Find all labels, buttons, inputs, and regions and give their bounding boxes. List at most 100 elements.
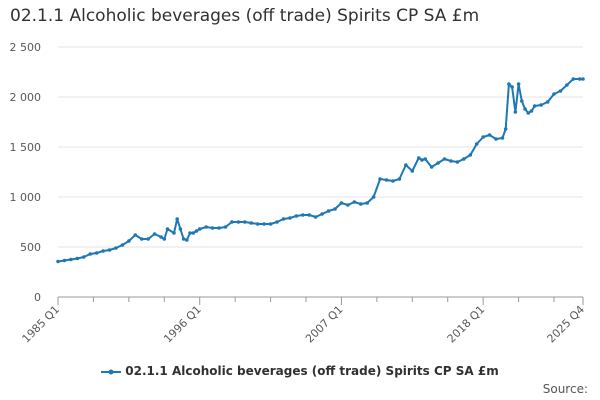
data-point <box>223 225 228 229</box>
data-point <box>539 103 543 107</box>
data-point <box>487 133 492 137</box>
data-point <box>178 227 183 231</box>
data-point <box>410 169 415 173</box>
data-point <box>378 177 382 181</box>
data-point <box>339 201 344 205</box>
data-point <box>577 77 582 81</box>
data-point <box>371 195 376 199</box>
data-point <box>510 85 514 89</box>
legend[interactable]: 02.1.1 Alcoholic beverages (off trade) S… <box>0 364 600 378</box>
data-point <box>346 203 350 207</box>
data-point <box>175 217 179 221</box>
data-point <box>294 214 299 218</box>
series-line-group <box>56 77 585 264</box>
data-point <box>358 202 363 206</box>
data-point <box>481 135 485 139</box>
data-point <box>565 83 569 87</box>
data-point <box>391 179 395 183</box>
data-point <box>494 137 498 141</box>
data-point <box>526 111 531 115</box>
data-point <box>204 225 208 229</box>
data-point <box>139 237 144 241</box>
series-line <box>57 78 583 263</box>
data-point <box>449 159 453 163</box>
data-point <box>436 161 440 165</box>
x-tick-label: 2018 Q1 <box>445 303 488 346</box>
y-tick-label: 1 500 <box>10 141 42 154</box>
data-point <box>249 221 254 225</box>
data-point <box>326 209 331 213</box>
data-point <box>516 82 521 86</box>
data-point <box>507 82 511 86</box>
x-tick-label: 1985 Q1 <box>20 303 63 346</box>
data-point <box>94 251 99 255</box>
data-point <box>75 256 80 261</box>
data-point <box>194 229 199 233</box>
source-label: Source: <box>542 382 588 396</box>
data-point <box>552 92 556 96</box>
x-axis: 1985 Q1 1996 Q1 2007 Q1 2018 Q1 2025 Q4 <box>20 296 587 346</box>
data-point <box>416 156 421 160</box>
x-tick-label: 2007 Q1 <box>303 303 346 346</box>
data-point <box>300 213 305 217</box>
data-point <box>333 207 337 211</box>
data-point <box>365 201 370 205</box>
y-tick-label: 2 500 <box>10 41 42 54</box>
data-point <box>468 153 473 157</box>
data-point <box>172 231 176 235</box>
data-point <box>442 157 447 161</box>
x-tick-label: 1996 Q1 <box>161 303 204 346</box>
data-point <box>397 177 402 181</box>
data-point <box>352 200 357 204</box>
data-point <box>185 238 189 242</box>
data-point <box>307 213 312 217</box>
y-tick-label: 0 <box>34 291 41 304</box>
data-point <box>429 165 434 169</box>
data-point <box>236 220 241 224</box>
data-point <box>133 233 138 237</box>
data-point <box>255 222 260 226</box>
data-point <box>162 237 167 241</box>
legend-swatch <box>101 369 122 374</box>
data-point <box>120 243 125 247</box>
data-point <box>313 215 318 219</box>
data-point <box>520 99 524 103</box>
data-point <box>210 226 215 230</box>
data-point <box>423 157 427 161</box>
data-point <box>532 104 537 108</box>
data-point <box>455 160 460 164</box>
data-point <box>404 163 408 167</box>
data-point <box>197 227 202 231</box>
data-point <box>152 232 157 236</box>
y-tick-label: 500 <box>20 241 41 254</box>
gridlines <box>58 46 583 248</box>
data-point <box>288 216 292 220</box>
data-point <box>230 220 234 224</box>
data-point <box>165 227 170 231</box>
data-point <box>191 231 196 235</box>
data-point <box>268 222 273 226</box>
data-point <box>159 235 163 239</box>
data-point <box>243 220 247 224</box>
data-point <box>217 226 221 230</box>
data-point <box>523 107 527 111</box>
data-point <box>114 246 118 250</box>
data-point <box>503 127 508 131</box>
data-point <box>56 259 60 264</box>
data-point <box>107 248 112 252</box>
data-point <box>62 258 67 263</box>
y-tick-label: 2 000 <box>10 91 42 104</box>
y-tick-label: 1 000 <box>10 191 42 204</box>
data-point <box>571 77 576 81</box>
legend-label: 02.1.1 Alcoholic beverages (off trade) S… <box>125 364 499 378</box>
data-point <box>127 239 131 243</box>
y-axis-tick-labels: 0 500 1 000 1 500 2 000 2 500 <box>10 41 42 304</box>
data-point <box>474 142 479 146</box>
data-point <box>581 77 585 81</box>
chart-title: 02.1.1 Alcoholic beverages (off trade) S… <box>10 6 480 26</box>
data-point <box>101 249 105 253</box>
data-point <box>500 136 505 140</box>
data-point <box>320 212 324 216</box>
data-point <box>281 217 286 221</box>
